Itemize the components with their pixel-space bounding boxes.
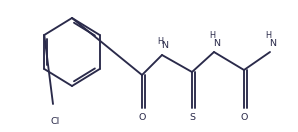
Text: O: O: [138, 114, 146, 122]
Text: N: N: [213, 39, 221, 48]
Text: N: N: [269, 39, 277, 48]
Text: H: H: [209, 32, 215, 41]
Text: H: H: [157, 37, 163, 46]
Text: H: H: [265, 32, 271, 41]
Text: N: N: [162, 41, 168, 51]
Text: O: O: [240, 114, 248, 122]
Text: S: S: [189, 114, 195, 122]
Text: Cl: Cl: [50, 117, 60, 126]
